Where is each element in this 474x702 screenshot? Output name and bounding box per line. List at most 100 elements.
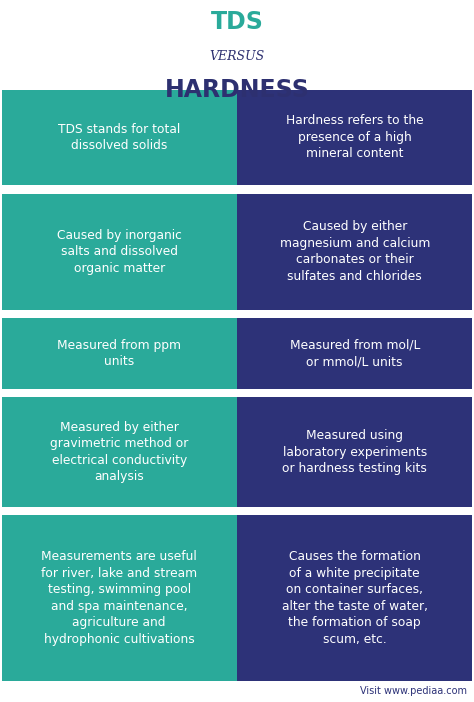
Bar — [292, 390, 295, 396]
Bar — [201, 390, 205, 396]
Bar — [417, 186, 420, 192]
Bar — [324, 186, 328, 192]
Bar — [245, 311, 249, 317]
Bar — [122, 311, 126, 317]
Text: HARDNESS: HARDNESS — [164, 78, 310, 102]
Bar — [456, 390, 460, 396]
Bar — [311, 390, 315, 396]
Bar — [304, 390, 308, 396]
Bar — [142, 186, 146, 192]
Bar — [390, 508, 394, 514]
Bar — [437, 186, 440, 192]
Bar — [324, 508, 328, 514]
Bar — [252, 508, 255, 514]
Bar — [155, 390, 159, 396]
Bar — [102, 186, 106, 192]
Bar — [155, 508, 159, 514]
Bar — [331, 311, 335, 317]
Bar — [311, 508, 315, 514]
Bar — [410, 390, 414, 396]
Bar — [82, 508, 86, 514]
Bar — [337, 508, 341, 514]
Bar — [383, 311, 388, 317]
Bar — [168, 186, 172, 192]
Bar — [377, 390, 381, 396]
Bar — [162, 311, 165, 317]
Bar — [174, 186, 178, 192]
Bar — [29, 390, 33, 396]
Bar — [188, 311, 191, 317]
Text: Caused by either
magnesium and calcium
carbonates or their
sulfates and chloride: Caused by either magnesium and calcium c… — [280, 220, 430, 283]
Bar — [43, 311, 46, 317]
Bar — [23, 390, 27, 396]
Bar — [75, 390, 80, 396]
Bar — [397, 390, 401, 396]
Bar — [82, 390, 86, 396]
Text: Measured from mol/L
or mmol/L units: Measured from mol/L or mmol/L units — [290, 339, 420, 369]
Bar — [377, 311, 381, 317]
Bar — [36, 186, 40, 192]
Bar — [430, 508, 434, 514]
Bar — [364, 508, 368, 514]
Bar — [89, 390, 92, 396]
Bar — [237, 90, 472, 185]
Bar — [29, 508, 33, 514]
Bar — [456, 311, 460, 317]
Bar — [237, 515, 472, 681]
Bar — [36, 390, 40, 396]
Bar — [304, 186, 308, 192]
Bar — [463, 186, 467, 192]
Bar — [344, 311, 348, 317]
Bar — [23, 508, 27, 514]
Bar — [344, 508, 348, 514]
Text: VERSUS: VERSUS — [210, 50, 264, 63]
Bar — [344, 390, 348, 396]
Bar — [463, 508, 467, 514]
Bar — [245, 186, 249, 192]
Bar — [109, 390, 112, 396]
Bar — [371, 311, 374, 317]
Bar — [311, 186, 315, 192]
Bar — [56, 508, 60, 514]
Bar — [43, 508, 46, 514]
Bar — [63, 186, 66, 192]
Bar — [214, 186, 218, 192]
Bar — [298, 390, 301, 396]
Bar — [265, 508, 269, 514]
Bar — [43, 390, 46, 396]
Bar — [364, 311, 368, 317]
Bar — [115, 311, 119, 317]
Bar — [36, 311, 40, 317]
Bar — [135, 390, 139, 396]
Bar — [371, 508, 374, 514]
Bar — [162, 508, 165, 514]
Bar — [456, 186, 460, 192]
Bar — [115, 390, 119, 396]
Bar — [221, 186, 225, 192]
Bar — [390, 311, 394, 317]
Bar — [36, 508, 40, 514]
Bar — [148, 311, 152, 317]
Bar — [228, 311, 231, 317]
Text: Measured using
laboratory experiments
or hardness testing kits: Measured using laboratory experiments or… — [283, 429, 427, 475]
Bar — [102, 508, 106, 514]
Bar — [278, 186, 282, 192]
Bar — [148, 390, 152, 396]
Bar — [410, 311, 414, 317]
Bar — [128, 186, 132, 192]
Bar — [450, 390, 454, 396]
Bar — [148, 186, 152, 192]
Bar — [258, 311, 262, 317]
Bar — [194, 508, 198, 514]
Bar — [423, 186, 427, 192]
Bar — [75, 186, 80, 192]
Bar — [351, 508, 355, 514]
Bar — [285, 508, 289, 514]
Bar — [122, 390, 126, 396]
Bar — [371, 186, 374, 192]
Bar — [331, 186, 335, 192]
Text: Measured from ppm
units: Measured from ppm units — [57, 339, 181, 369]
Bar — [437, 390, 440, 396]
Bar — [364, 186, 368, 192]
Bar — [3, 508, 7, 514]
